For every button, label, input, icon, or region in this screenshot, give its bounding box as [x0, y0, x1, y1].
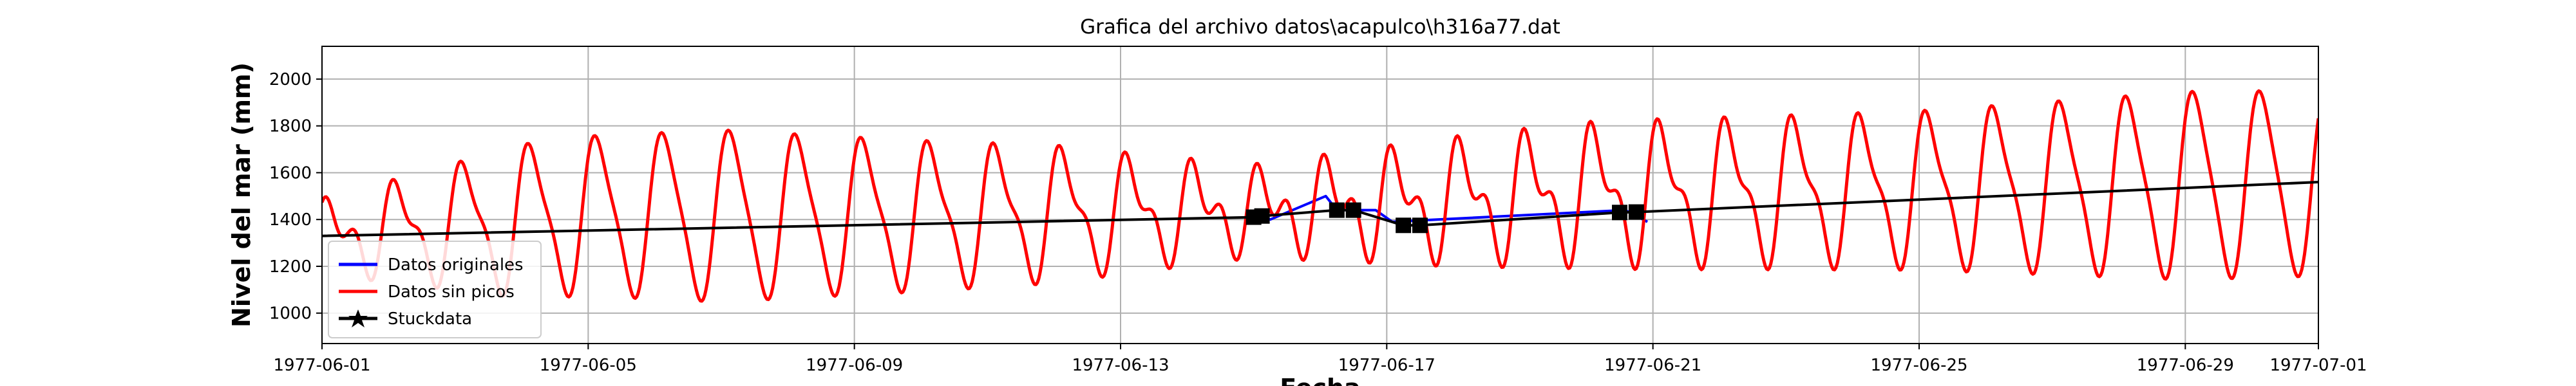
y-tick-label: 1200 — [269, 257, 312, 277]
x-tick-label: 1977-06-25 — [1870, 356, 1967, 375]
plot-frame — [321, 46, 2319, 344]
x-axis-ticks: 1977-06-01 1977-06-05 1977-06-09 1977-06-13… — [273, 344, 2367, 375]
x-tick-label: 1977-06-05 — [540, 356, 637, 375]
legend-entry: Stuckdata — [339, 309, 472, 329]
stuck-marker — [1396, 217, 1412, 234]
stuck-marker — [1329, 202, 1345, 218]
stuck-marker — [1612, 205, 1627, 221]
series-datos-sin-picos — [322, 89, 2318, 303]
y-tick-label: 1600 — [269, 163, 312, 183]
legend-label: Datos originales — [388, 255, 524, 275]
stuck-marker — [1412, 217, 1428, 234]
stuck-marker — [1628, 204, 1644, 220]
stuck-marker — [1254, 208, 1270, 224]
legend-label: Datos sin picos — [388, 282, 515, 302]
x-tick-label: 1977-06-21 — [1604, 356, 1701, 375]
legend: Datos originales Datos sin picos Stuckdata — [328, 241, 542, 338]
legend-entry: Datos originales — [339, 255, 524, 275]
x-axis-label: Fecha — [1280, 374, 1360, 386]
legend-box — [328, 241, 542, 338]
stuck-marker — [1345, 202, 1361, 218]
series-stuckdata — [322, 181, 2318, 237]
x-tick-label: 1977-06-01 — [273, 356, 370, 375]
x-tick-label: 1977-06-09 — [806, 356, 903, 375]
y-tick-label: 1400 — [269, 210, 312, 230]
y-axis-label: Nivel del mar (mm) — [227, 62, 256, 327]
legend-entry: Datos sin picos — [339, 282, 515, 302]
x-tick-label: 1977-07-01 — [2269, 356, 2367, 375]
y-tick-label: 1800 — [269, 117, 312, 136]
legend-star-icon — [348, 309, 368, 327]
y-axis-ticks: 1000 1200 1400 1600 1800 2000 — [269, 70, 322, 324]
series-line — [322, 89, 2318, 303]
y-tick-label: 2000 — [269, 70, 312, 89]
series-layer — [322, 89, 2318, 303]
x-tick-label: 1977-06-13 — [1072, 356, 1169, 375]
x-tick-label: 1977-06-29 — [2137, 356, 2234, 375]
y-tick-label: 1000 — [269, 304, 312, 324]
legend-label: Stuckdata — [388, 309, 472, 329]
x-tick-label: 1977-06-17 — [1338, 356, 1435, 375]
chart-title: Grafica del archivo datos\acapulco\h316a… — [1080, 15, 1560, 39]
